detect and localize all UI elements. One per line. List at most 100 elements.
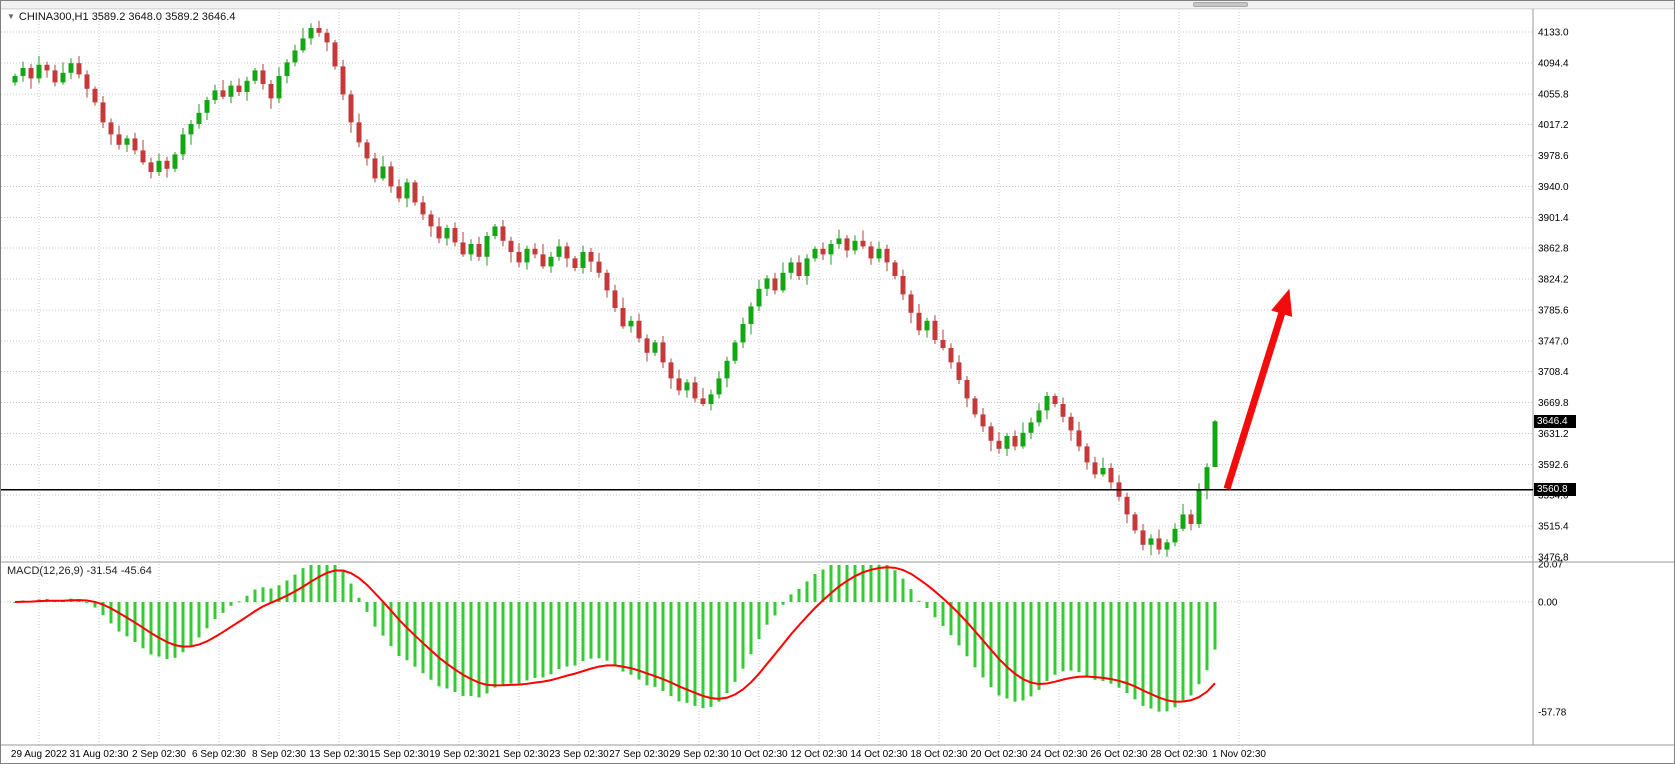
macd-bar [301, 568, 305, 602]
macd-bar [725, 602, 729, 694]
macd-bar [397, 602, 401, 657]
candle [628, 320, 634, 327]
candle [772, 278, 778, 291]
macd-bar [1173, 602, 1177, 708]
macd-bar [893, 570, 897, 602]
macd-bar [853, 565, 857, 602]
candle [460, 242, 466, 255]
candle [812, 248, 818, 259]
macd-axis-label: 0.00 [1538, 598, 1558, 609]
price-axis-label: 3862.8 [1538, 244, 1569, 255]
candle [924, 320, 930, 331]
macd-bar [373, 602, 377, 627]
time-axis-label: 28 Oct 02:30 [1150, 749, 1208, 760]
candle [508, 240, 514, 252]
symbol-dropdown-icon[interactable]: ▼ [7, 12, 15, 21]
macd-bar [245, 595, 249, 602]
macd-bar [869, 565, 873, 602]
candle [780, 272, 786, 291]
candle [1132, 514, 1138, 531]
macd-bar [85, 602, 89, 603]
macd-bar [277, 585, 281, 602]
macd-bar [477, 602, 481, 698]
price-axis-label: 3515.4 [1538, 522, 1569, 533]
time-axis-label: 6 Sep 02:30 [192, 749, 246, 760]
price-axis-label: 3901.4 [1538, 213, 1569, 224]
macd-bar [541, 602, 545, 678]
macd-bar [197, 602, 201, 638]
candle [140, 150, 146, 163]
price-axis-label: 3708.4 [1538, 367, 1569, 378]
candle [980, 414, 986, 427]
scrollbar-thumb[interactable] [1193, 2, 1248, 7]
time-axis-label: 10 Oct 02:30 [730, 749, 788, 760]
macd-bar [693, 602, 697, 706]
price-axis-label: 3631.2 [1538, 429, 1569, 440]
candle [572, 258, 578, 268]
macd-bar [621, 602, 625, 672]
macd-bar [1021, 602, 1025, 701]
macd-bar [1061, 602, 1065, 672]
candle [972, 398, 978, 415]
macd-bar [421, 602, 425, 674]
candle [1164, 542, 1170, 550]
macd-bar [1085, 602, 1089, 676]
time-axis-label: 19 Sep 02:30 [429, 749, 489, 760]
macd-bar [749, 602, 753, 655]
macd-bar [653, 602, 657, 687]
candle [1028, 422, 1034, 433]
candle [1092, 462, 1098, 475]
candle [348, 94, 354, 123]
candle [892, 262, 898, 276]
macd-bar [389, 602, 393, 647]
time-axis-label: 2 Sep 02:30 [132, 749, 186, 760]
time-axis-label: 23 Sep 02:30 [549, 749, 609, 760]
macd-bar [341, 570, 345, 602]
macd-bar [629, 602, 633, 675]
candle [540, 254, 546, 267]
macd-bar [685, 602, 689, 703]
candle [100, 102, 106, 123]
macd-bar [125, 602, 129, 637]
macd-bar [661, 602, 665, 691]
candle [1044, 396, 1050, 411]
candle [324, 32, 330, 43]
candle [180, 134, 186, 155]
macd-bar [637, 602, 641, 680]
candle [1148, 538, 1154, 545]
candle [908, 294, 914, 313]
macd-bar [789, 594, 793, 602]
candle [364, 142, 370, 159]
trend-arrow-head [1271, 288, 1293, 317]
candle [716, 378, 722, 395]
macd-bar [877, 565, 881, 602]
candle [868, 246, 874, 259]
macd-bar [333, 565, 337, 602]
symbol-period-label: CHINA300,H1 [18, 11, 89, 23]
macd-bar [1013, 602, 1017, 702]
candle [756, 288, 762, 307]
time-axis-label: 18 Oct 02:30 [910, 749, 968, 760]
macd-bar [117, 602, 121, 632]
time-axis-label: 29 Sep 02:30 [669, 749, 729, 760]
candle [1172, 528, 1178, 543]
macd-bar [1205, 602, 1209, 671]
candle [884, 248, 890, 263]
candle [708, 394, 714, 404]
macd-bar [917, 600, 921, 602]
macd-bar [613, 602, 617, 666]
candle [612, 290, 618, 308]
candle [500, 226, 506, 241]
macd-values: -31.54 -45.64 [83, 565, 152, 577]
macd-bar [1101, 602, 1105, 681]
time-axis-label: 8 Sep 02:30 [252, 749, 306, 760]
candle [164, 160, 170, 169]
candle [700, 398, 706, 404]
macd-bar [757, 602, 761, 640]
macd-bar [109, 602, 113, 624]
candle [516, 252, 522, 263]
macd-bar [501, 602, 505, 685]
candle [212, 90, 218, 100]
time-axis-label: 27 Sep 02:30 [609, 749, 669, 760]
